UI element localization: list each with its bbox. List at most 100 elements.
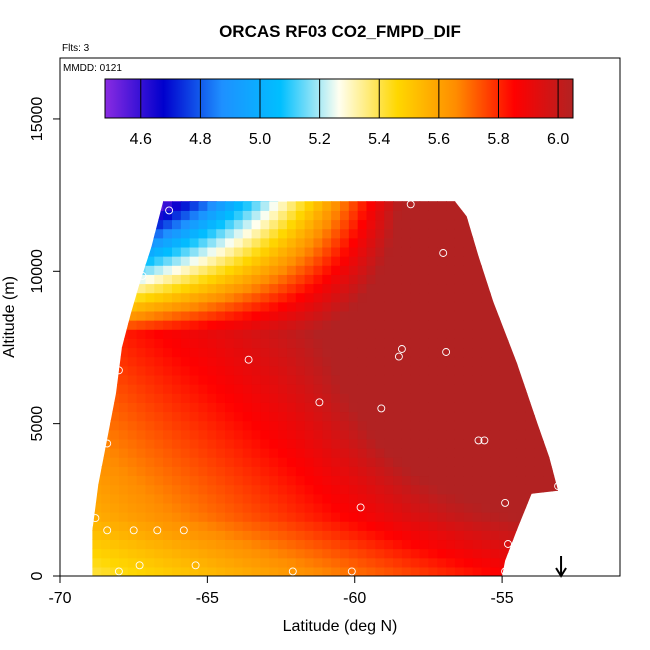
heatmap-cell [269,420,279,431]
heatmap-cell [172,301,182,312]
heatmap-cell [393,521,403,531]
heatmap-cell [154,356,164,367]
heatmap-cell [278,557,288,568]
heatmap-cell [233,301,244,312]
heatmap-cell [251,310,262,321]
heatmap-cell [251,402,262,413]
observation-point [103,439,112,448]
heatmap-cell [92,219,94,230]
heatmap-cell [313,539,323,550]
heatmap-cell [543,411,553,422]
heatmap-cell [366,237,376,248]
heatmap-cell [251,274,262,285]
heatmap-cell [260,557,270,568]
heatmap-cell [101,484,111,495]
heatmap-cell [375,374,385,385]
heatmap-cell [322,237,332,248]
heatmap-cell [101,356,111,367]
heatmap-cell [286,219,297,230]
heatmap-cell [437,201,447,202]
heatmap-cell [525,310,536,321]
heatmap-cell [136,512,147,522]
heatmap-cell [331,274,341,285]
heatmap-cell [260,274,270,285]
heatmap-cell [490,301,500,312]
heatmap-cell [92,310,102,321]
heatmap-cell [172,530,182,541]
heatmap-cell [454,402,465,413]
heatmap-cell [127,228,138,239]
heatmap-cell [454,557,465,568]
heatmap-cell [375,365,385,376]
heatmap-cell [180,265,191,275]
heatmap-cell [463,292,474,303]
heatmap-cell [180,502,191,513]
heatmap-cell [561,411,570,421]
heatmap-cell [384,219,394,230]
heatmap-cell [225,338,235,349]
heatmap-cell [225,502,235,513]
heatmap-cell [260,365,270,376]
heatmap-cell [225,557,235,568]
heatmap-cell [278,384,288,394]
heatmap-cell [463,329,474,339]
heatmap-cell [145,438,155,449]
heatmap-cell [331,429,341,440]
heatmap-cell [348,329,359,339]
heatmap-cell [242,420,253,431]
heatmap-cell [313,329,323,339]
heatmap-cell [463,530,474,541]
heatmap-cell [322,402,332,413]
heatmap-cell [481,566,491,576]
heatmap-cell [516,256,527,266]
heatmap-cell [508,237,518,248]
heatmap-cell [225,566,235,576]
heatmap-cell [136,292,147,303]
heatmap-cell [278,466,288,477]
heatmap-cell [384,320,394,330]
heatmap-cell [127,475,138,486]
heatmap-cell [393,448,403,458]
heatmap-cell [357,393,368,403]
heatmap-cell [481,420,491,431]
heatmap-cell [508,374,518,385]
observation-point [138,271,147,280]
heatmap-cell [304,448,315,458]
heatmap-cell [410,484,421,495]
heatmap-cell [136,566,147,576]
heatmap-cell [216,347,226,358]
heatmap-cell [304,512,315,522]
heatmap-cell [110,411,120,422]
heatmap-cell [525,274,536,285]
heatmap-cell [154,256,164,266]
heatmap-cell [516,283,527,294]
heatmap-cell [348,246,359,257]
heatmap-cell [136,310,147,321]
heatmap-cell [525,365,536,376]
heatmap-cell [463,466,474,477]
heatmap-cell [375,320,385,330]
heatmap-cell [543,438,553,449]
heatmap-cell [552,265,559,275]
heatmap-cell [525,566,536,576]
heatmap-cell [481,210,491,221]
heatmap-cell [92,292,102,303]
heatmap-cell [154,548,164,559]
heatmap-cell [384,521,394,531]
heatmap-cell [136,521,147,531]
heatmap-cell [437,402,447,413]
heatmap-cell [428,484,438,495]
heatmap-cell [92,301,94,312]
heatmap-cell [101,539,111,550]
heatmap-cell [419,466,430,477]
heatmap-cell [331,219,341,230]
heatmap-cell [508,283,518,294]
heatmap-cell [525,438,536,449]
heatmap-cell [410,502,421,513]
heatmap-cell [384,548,394,559]
heatmap-cell [516,265,527,275]
heatmap-cell [419,256,430,266]
heatmap-cell [340,256,350,266]
heatmap-cell [278,256,288,266]
heatmap-cell [295,484,306,495]
